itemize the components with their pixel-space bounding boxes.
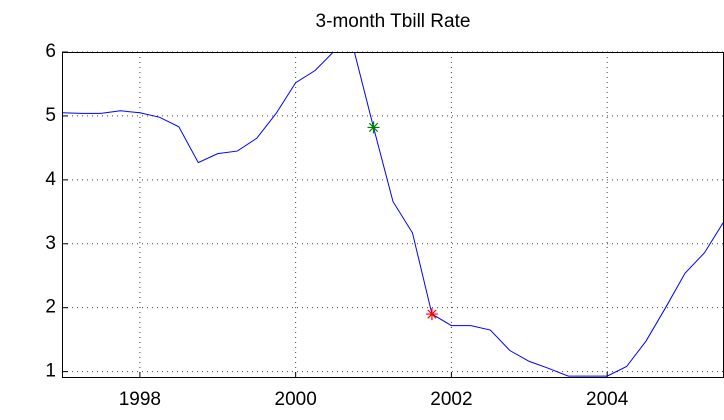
x-tick-label: 2000 [275, 389, 317, 410]
x-tick-label: 2004 [586, 389, 629, 410]
y-tick-label: 3 [45, 233, 56, 254]
y-tick-label: 1 [45, 361, 56, 382]
y-tick-label: 2 [45, 297, 56, 318]
star-marker [425, 308, 438, 321]
y-tick-label: 6 [45, 41, 56, 62]
x-tick-label: 1998 [119, 389, 161, 410]
line [62, 52, 724, 377]
plot-area [62, 52, 724, 378]
chart-title: 3-month Tbill Rate [316, 11, 471, 32]
x-tick-label: 2002 [430, 389, 472, 410]
y-tick-label: 5 [45, 105, 56, 126]
star-marker [367, 121, 380, 134]
plot-clip [62, 52, 724, 377]
y-tick-label: 4 [45, 169, 56, 190]
